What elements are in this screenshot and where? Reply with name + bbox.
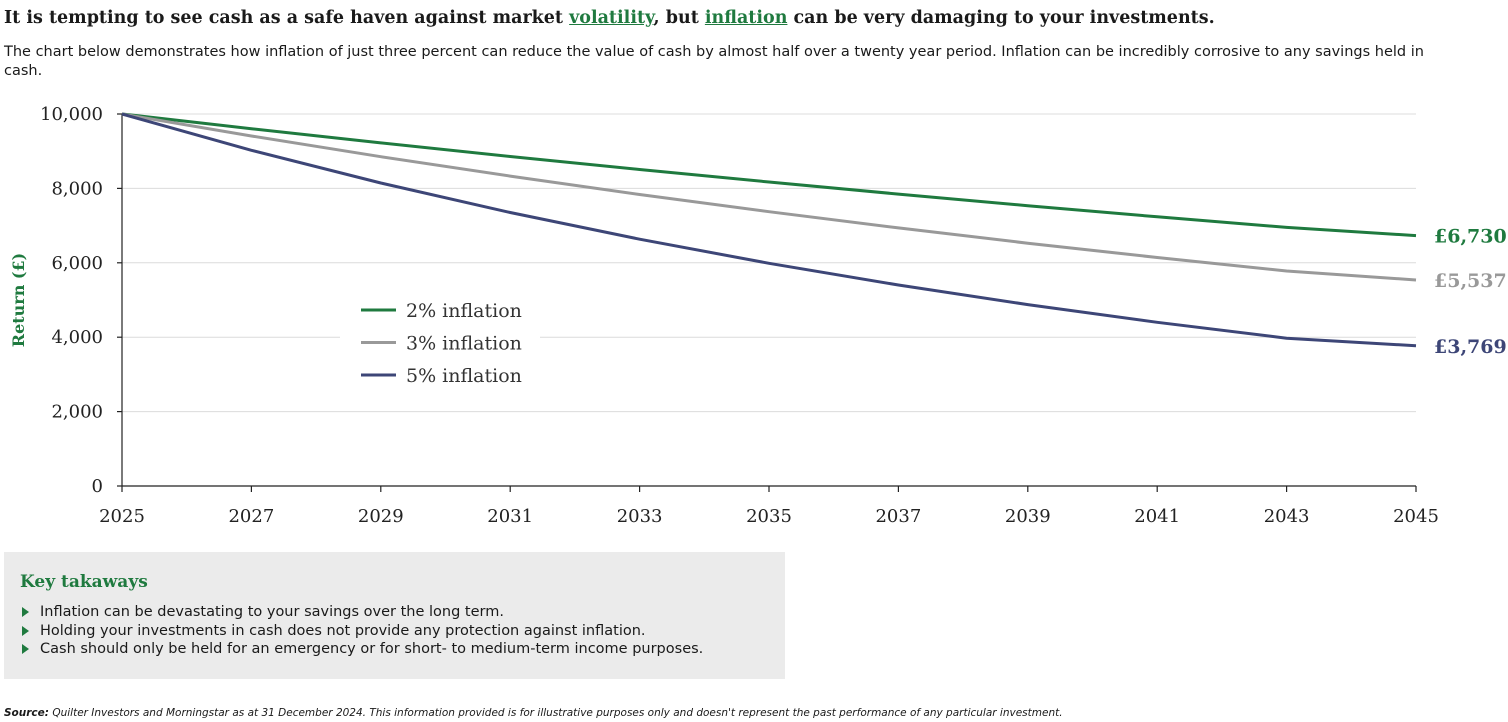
headline: It is tempting to see cash as a safe hav… xyxy=(4,8,1215,28)
x-tick-label: 2027 xyxy=(228,506,274,527)
legend-label: 2% inflation xyxy=(406,300,522,322)
triangle-bullet-icon xyxy=(22,644,29,654)
x-tick-label: 2033 xyxy=(617,506,663,527)
series-end-value-label: £5,537 xyxy=(1434,270,1507,292)
y-tick-label: 8,000 xyxy=(51,178,103,199)
takeaway-item: Holding your investments in cash does no… xyxy=(20,622,769,641)
series-line-5-inflation xyxy=(121,112,1417,348)
chart-legend: 2% inflation 3% inflation 5% inflation xyxy=(340,292,540,392)
inflation-link[interactable]: inflation xyxy=(704,8,788,28)
chart-gridlines xyxy=(122,113,1416,413)
inflation-line-chart: 2025 2027 2029 2031 2033 2035 2037 2039 2041 2043… xyxy=(9,104,1507,527)
headline-text-end: can be very damaging to your investments… xyxy=(787,8,1215,28)
y-axis-label: Return (£) xyxy=(9,253,28,347)
x-tick-label: 2045 xyxy=(1393,506,1439,527)
takeaway-text: Inflation can be devastating to your sav… xyxy=(40,604,504,620)
key-takeaways-title: Key takaways xyxy=(20,572,148,592)
takeaway-item: Inflation can be devastating to your sav… xyxy=(20,603,769,622)
takeaway-text: Cash should only be held for an emergenc… xyxy=(40,641,704,657)
legend-label: 3% inflation xyxy=(406,333,522,355)
volatility-link[interactable]: volatility xyxy=(569,8,654,28)
x-tick-label: 2037 xyxy=(875,506,921,527)
y-tick-label: 4,000 xyxy=(51,327,103,348)
source-note: Source: Quilter Investors and Morningsta… xyxy=(4,707,1063,719)
x-tick-label: 2025 xyxy=(99,506,145,527)
x-tick-label: 2035 xyxy=(746,506,792,527)
x-tick-label: 2029 xyxy=(358,506,404,527)
triangle-bullet-icon xyxy=(22,607,29,617)
chart-series xyxy=(121,112,1417,348)
y-tick-label: 2,000 xyxy=(51,402,103,423)
x-tick-label: 2043 xyxy=(1264,506,1310,527)
key-takeaways-list: Inflation can be devastating to your sav… xyxy=(20,603,769,659)
x-tick-label: 2031 xyxy=(487,506,533,527)
series-line-2-inflation xyxy=(121,112,1417,238)
y-tick-label: 6,000 xyxy=(51,253,103,274)
key-takeaways-box: Key takaways Inflation can be devastatin… xyxy=(4,552,785,679)
intro-paragraph: The chart below demonstrates how inflati… xyxy=(4,44,1424,79)
y-axis-ticks: 0 2,000 4,000 6,000 8,000 10,000 xyxy=(40,104,122,497)
series-line-3-inflation xyxy=(121,112,1417,282)
x-tick-label: 2039 xyxy=(1005,506,1051,527)
triangle-bullet-icon xyxy=(22,625,29,636)
takeaway-item: Cash should only be held for an emergenc… xyxy=(20,640,769,659)
y-tick-label: 10,000 xyxy=(40,104,103,125)
x-axis-ticks: 2025 2027 2029 2031 2033 2035 2037 2039 2041 2043… xyxy=(99,486,1439,527)
y-tick-label: 0 xyxy=(92,476,103,497)
legend-label: 5% inflation xyxy=(406,365,522,387)
series-end-value-label: £3,769 xyxy=(1434,336,1507,358)
headline-text-start: It is tempting to see cash as a safe hav… xyxy=(4,8,570,28)
x-tick-label: 2041 xyxy=(1134,506,1180,527)
chart-axes xyxy=(121,114,1416,487)
source-text: Quilter Investors and Morningstar as at … xyxy=(48,707,1063,719)
takeaway-text: Holding your investments in cash does no… xyxy=(40,622,646,639)
series-end-value-label: £6,730 xyxy=(1434,226,1507,248)
headline-text-middle: , but xyxy=(653,8,705,28)
source-label: Source: xyxy=(4,707,49,719)
series-end-labels: £6,730 £5,537 £3,769 xyxy=(1434,226,1507,358)
